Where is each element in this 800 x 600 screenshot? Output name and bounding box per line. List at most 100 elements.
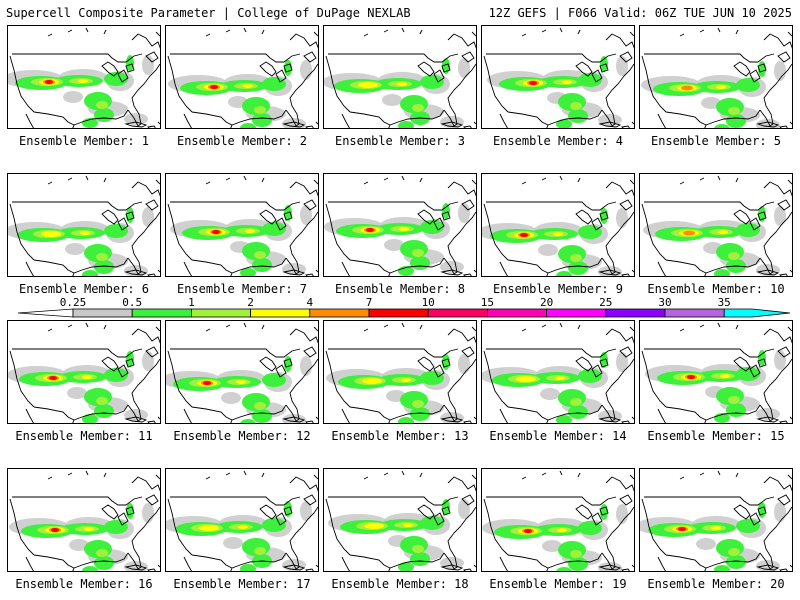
coastline xyxy=(749,512,761,526)
coastline xyxy=(33,404,129,421)
us-canada-border xyxy=(486,348,617,358)
coastline xyxy=(303,199,317,211)
coastline xyxy=(631,269,634,273)
coastline xyxy=(145,199,159,211)
island xyxy=(787,31,792,37)
us-canada-border xyxy=(328,496,459,506)
scp-green-4 xyxy=(568,109,588,123)
coastline xyxy=(183,408,192,423)
coastline xyxy=(167,55,193,113)
us-canada-border xyxy=(12,201,143,211)
island xyxy=(261,324,265,330)
coastline xyxy=(756,269,780,276)
coastline xyxy=(131,328,160,344)
island xyxy=(679,33,685,37)
scp-lime-2 xyxy=(728,107,740,115)
coastline xyxy=(9,55,35,113)
coastline xyxy=(9,350,35,408)
island xyxy=(577,29,581,35)
coastline xyxy=(499,556,508,571)
coastline xyxy=(25,408,34,423)
scp-yellow-2 xyxy=(716,85,726,89)
coastline xyxy=(145,51,159,63)
scp-green-2 xyxy=(420,75,444,89)
coastline xyxy=(447,181,476,197)
coastline xyxy=(601,506,634,570)
member-label: Ensemble Member: 18 xyxy=(331,577,469,591)
scp-green-6 xyxy=(758,206,766,222)
map-panel xyxy=(7,25,161,129)
coastline xyxy=(591,69,603,83)
island xyxy=(699,177,705,181)
colorbar-tick-label: 0.5 xyxy=(122,296,143,309)
scp-red xyxy=(678,527,686,531)
coastline xyxy=(305,125,314,128)
coastline xyxy=(440,564,464,571)
coastline xyxy=(599,211,609,221)
island xyxy=(85,470,89,476)
coastline xyxy=(33,109,129,126)
scp-gray-5 xyxy=(701,97,721,109)
scp-gray-6 xyxy=(616,504,628,524)
coastline xyxy=(601,358,634,422)
coastline xyxy=(789,121,792,125)
island xyxy=(699,324,705,328)
scp-green-6 xyxy=(442,58,450,74)
coastline xyxy=(631,416,634,420)
scp-yellow-2 xyxy=(243,84,253,88)
island xyxy=(155,179,160,185)
coastline xyxy=(33,257,129,274)
scp-yellow xyxy=(358,82,378,88)
colorbar-tick-label: 30 xyxy=(658,296,672,309)
scp-field xyxy=(166,356,312,423)
coastline xyxy=(285,506,318,570)
scp-yellow-2 xyxy=(397,82,407,86)
us-canada-border xyxy=(486,53,617,63)
coastline xyxy=(230,567,233,571)
island xyxy=(103,324,107,330)
island xyxy=(243,175,247,181)
coastline xyxy=(601,63,634,127)
scp-lime-2 xyxy=(412,400,424,408)
coastline xyxy=(591,364,603,378)
us-canada-border xyxy=(170,348,301,358)
map-panel xyxy=(7,173,161,277)
scp-green-4 xyxy=(252,258,272,272)
coastline xyxy=(598,121,622,128)
scp-red xyxy=(366,228,374,232)
scp-map xyxy=(324,175,476,276)
scp-red xyxy=(51,528,59,532)
coastline xyxy=(167,498,193,556)
coastline xyxy=(657,113,666,128)
coastline xyxy=(283,358,293,368)
island xyxy=(155,326,160,332)
us-canada-border xyxy=(644,201,775,211)
island xyxy=(787,179,792,185)
scp-green-2 xyxy=(578,73,602,87)
coastline xyxy=(621,273,630,276)
coastline xyxy=(349,552,445,569)
coastline xyxy=(315,564,318,568)
coastline xyxy=(303,51,317,63)
scp-gray-6 xyxy=(142,207,154,227)
map-panel xyxy=(323,320,477,424)
map-panel xyxy=(165,173,319,277)
coastline xyxy=(145,494,159,506)
coastline xyxy=(463,125,472,128)
island xyxy=(629,31,634,37)
scp-green-5 xyxy=(714,269,730,276)
island xyxy=(225,472,231,476)
scp-map xyxy=(641,322,792,423)
coastline xyxy=(183,261,192,276)
us-canada-border xyxy=(486,201,617,211)
coastline xyxy=(619,346,633,358)
coastline xyxy=(789,416,792,420)
scp-green-5 xyxy=(556,119,572,128)
scp-red xyxy=(49,376,57,380)
coastline xyxy=(72,272,75,276)
scp-field xyxy=(324,203,470,276)
member-label: Ensemble Member: 12 xyxy=(173,429,311,443)
island xyxy=(363,476,369,480)
scp-green-4 xyxy=(252,113,272,127)
coastline xyxy=(303,494,317,506)
